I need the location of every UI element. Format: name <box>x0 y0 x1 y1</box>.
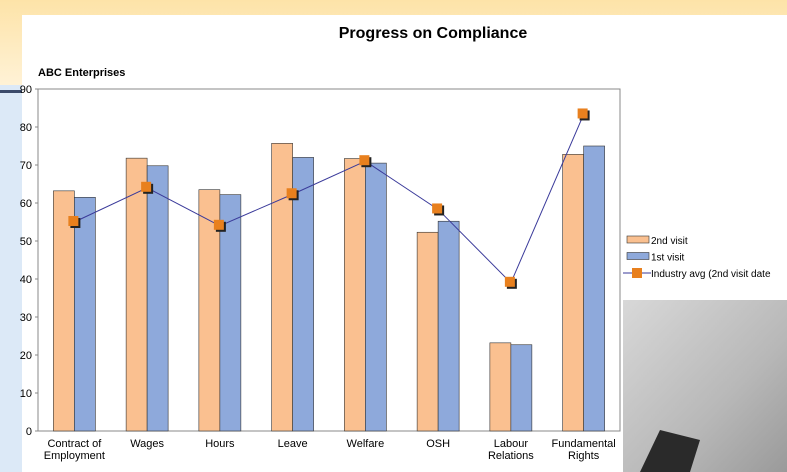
chart-title: Progress on Compliance <box>339 25 528 42</box>
y-tick-label: 80 <box>20 122 32 134</box>
x-tick-label: Leave <box>278 438 308 450</box>
y-tick-label: 0 <box>26 426 32 438</box>
marker <box>214 220 224 230</box>
y-tick-label: 70 <box>20 160 32 172</box>
legend-marker <box>632 268 642 278</box>
x-tick-label: Welfare <box>347 438 385 450</box>
legend-label: 1st visit <box>651 253 685 264</box>
marker <box>359 155 369 165</box>
bar <box>147 166 168 431</box>
bar <box>490 343 511 431</box>
marker <box>287 188 297 198</box>
bar <box>126 158 147 431</box>
bar <box>438 221 459 431</box>
x-tick-label: Rights <box>568 450 600 462</box>
x-tick-label: Hours <box>205 438 235 450</box>
marker <box>505 277 515 287</box>
x-tick-label: OSH <box>426 438 450 450</box>
marker <box>68 216 78 226</box>
x-tick-label: Contract of <box>47 438 102 450</box>
bar <box>344 159 365 431</box>
y-tick-label: 30 <box>20 312 32 324</box>
bar <box>511 345 532 431</box>
page: Progress on Compliance ABC Enterprises 0… <box>0 0 787 472</box>
marker <box>432 203 442 213</box>
left-accent <box>0 90 22 93</box>
y-tick-label: 20 <box>20 350 32 362</box>
chart: Progress on Compliance ABC Enterprises 0… <box>0 0 787 472</box>
left-strip <box>0 85 22 472</box>
bar <box>584 146 605 431</box>
y-tick-label: 50 <box>20 236 32 248</box>
bar <box>272 143 293 431</box>
x-tick-label: Fundamental <box>552 438 616 450</box>
y-tick-label: 40 <box>20 274 32 286</box>
x-tick-label: Labour <box>494 438 529 450</box>
x-tick-label: Relations <box>488 450 534 462</box>
legend-swatch <box>627 253 649 260</box>
bar <box>417 232 438 431</box>
legend-swatch <box>627 236 649 243</box>
legend-label: 2nd visit <box>651 236 688 247</box>
marker <box>141 182 151 192</box>
x-tick-label: Employment <box>44 450 105 462</box>
bar <box>365 163 386 431</box>
photo <box>623 300 787 472</box>
y-tick-label: 90 <box>20 84 32 96</box>
y-tick-label: 10 <box>20 388 32 400</box>
bar <box>563 154 584 431</box>
chart-subtitle: ABC Enterprises <box>38 67 125 79</box>
marker <box>578 108 588 118</box>
bar <box>74 197 95 431</box>
y-tick-label: 60 <box>20 198 32 210</box>
legend-label: Industry avg (2nd visit date <box>651 269 771 280</box>
x-tick-label: Wages <box>130 438 164 450</box>
